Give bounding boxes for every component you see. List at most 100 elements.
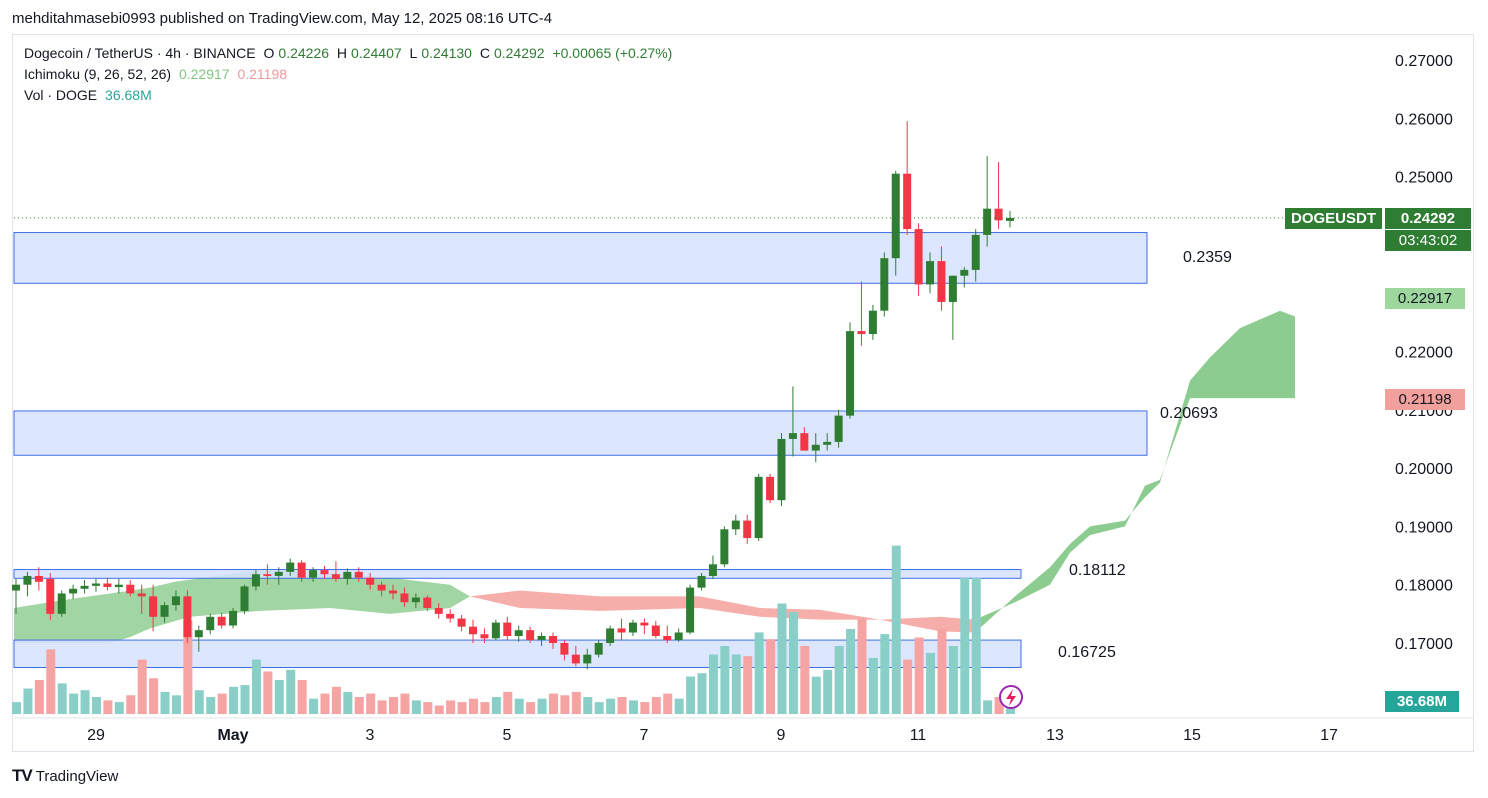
volume-bar	[571, 691, 581, 714]
candle-body	[560, 643, 569, 655]
volume-bar	[788, 612, 798, 714]
volume-bar	[903, 659, 913, 714]
legend-change: +0.00065 (+0.27%)	[552, 45, 673, 61]
footer-brand-text[interactable]: TradingView	[35, 767, 119, 785]
candle-body	[640, 622, 649, 626]
volume-bar	[628, 700, 638, 714]
volume-bar	[171, 695, 181, 714]
volume-bar	[229, 686, 239, 714]
volume-bar	[708, 654, 718, 714]
candle-body	[994, 208, 1003, 221]
legend-open: 0.24226	[278, 45, 330, 61]
x-tick-label: 7	[640, 727, 649, 744]
candle-body	[594, 643, 603, 655]
candle-body	[377, 584, 386, 591]
candle-body	[937, 261, 946, 302]
candle-body	[606, 628, 615, 643]
legend-ichimoku-label[interactable]: Ichimoku (9, 26, 52, 26)	[24, 66, 172, 82]
volume-bar	[274, 680, 284, 714]
volume-bar	[548, 693, 558, 714]
candle-body	[23, 575, 32, 585]
candle-body	[274, 571, 283, 576]
volume-bar	[194, 690, 204, 714]
candle-body	[149, 596, 158, 617]
volume-bar	[823, 669, 833, 714]
x-tick-label: 5	[503, 727, 512, 744]
volume-bar	[343, 691, 353, 714]
legend-symbol[interactable]: Dogecoin / TetherUS · 4h · BINANCE	[24, 45, 256, 61]
volume-bar	[240, 685, 250, 714]
legend-ichimoku-b: 0.21198	[237, 66, 288, 82]
volume-bar	[91, 697, 101, 714]
candle-body	[857, 331, 866, 335]
candle-body	[983, 208, 992, 235]
candle-body	[891, 173, 900, 259]
candle-body	[743, 520, 752, 539]
volume-bar	[948, 646, 958, 714]
zone-2	[13, 410, 1148, 456]
volume-bar	[160, 691, 170, 714]
volume-bar	[434, 705, 444, 714]
volume-bar	[491, 697, 501, 714]
candle-body	[423, 597, 432, 609]
candle-body	[331, 574, 340, 579]
candle-body	[69, 588, 78, 594]
volume-bar	[537, 698, 547, 714]
candle-body	[217, 616, 226, 626]
candle-body	[800, 433, 809, 451]
y-tick-label: 0.17000	[1395, 636, 1453, 653]
candle-body	[548, 636, 557, 643]
volume-bar	[366, 693, 376, 714]
candle-body	[389, 590, 398, 594]
candle-body	[628, 622, 637, 633]
footer-brand: TV TradingView	[12, 766, 118, 786]
candle-body	[708, 564, 717, 576]
candle-body	[160, 605, 169, 617]
volume-bar	[446, 700, 456, 714]
legend-high: 0.24407	[351, 45, 402, 61]
candle-body	[366, 577, 375, 585]
candle-body	[229, 610, 238, 626]
y-tick-label: 0.18000	[1395, 578, 1453, 595]
volume-bar	[297, 680, 307, 714]
volume-bar	[994, 697, 1004, 714]
candle-body	[480, 634, 489, 639]
candle-body	[103, 583, 112, 588]
candle-body	[617, 628, 626, 633]
volume-bar	[126, 695, 136, 714]
legend-low-label: L	[409, 45, 418, 61]
volume-bar	[686, 676, 696, 714]
volume-bar	[480, 702, 490, 714]
volume-bar	[674, 698, 684, 714]
candle-body	[926, 261, 935, 285]
volume-bar	[80, 690, 90, 714]
volume-bar	[720, 646, 730, 714]
legend-high-label: H	[336, 45, 348, 61]
y-tick-label: 0.22000	[1395, 345, 1453, 362]
legend-ichimoku-a: 0.22917	[178, 66, 230, 82]
volume-bar	[400, 693, 410, 714]
x-tick-label: 15	[1183, 727, 1201, 744]
candle-body	[446, 613, 455, 619]
candle-body	[674, 632, 683, 641]
candle-body	[868, 310, 877, 335]
candle-body	[651, 625, 660, 637]
candle-body	[971, 234, 980, 270]
y-tick-label: 0.19000	[1395, 519, 1453, 536]
volume-bar	[411, 700, 421, 714]
volume-bar	[286, 669, 296, 714]
ichimoku-cloud-bull-2	[975, 310, 1295, 633]
legend-symbol-row: Dogecoin / TetherUS · 4h · BINANCE O 0.24…	[24, 45, 676, 61]
candle-body	[194, 630, 203, 638]
volume-bar	[777, 603, 787, 714]
candle-body	[811, 444, 820, 451]
candle-body	[354, 571, 363, 578]
volume-bar	[217, 693, 227, 714]
candle-body	[297, 562, 306, 578]
zone-1	[13, 232, 1148, 284]
legend-volume-label[interactable]: Vol · DOGE	[24, 87, 98, 103]
chart-frame	[12, 34, 1474, 752]
volume-bar	[206, 697, 216, 714]
volume-bar	[423, 702, 433, 714]
